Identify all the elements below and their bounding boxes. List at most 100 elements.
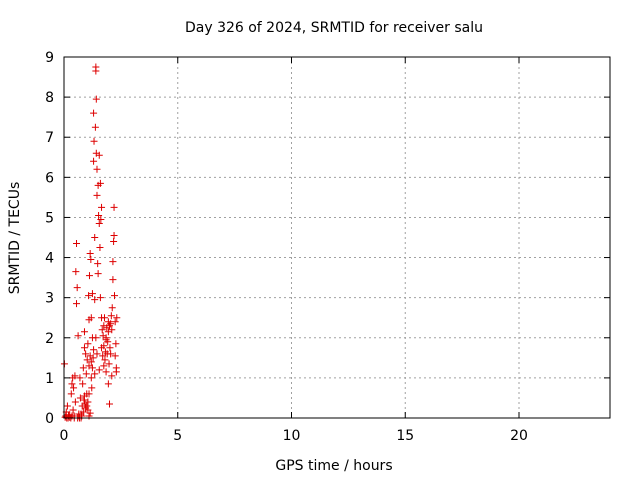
data-point: [71, 398, 79, 406]
data-point: [85, 390, 93, 398]
data-point: [79, 380, 87, 388]
data-point: [88, 290, 96, 298]
data-point: [86, 409, 94, 417]
data-point: [109, 258, 117, 266]
data-point: [111, 318, 119, 326]
data-point: [84, 340, 92, 348]
data-point: [94, 260, 102, 268]
data-point: [109, 276, 117, 284]
data-point: [76, 394, 84, 402]
data-point: [107, 312, 115, 320]
x-tick-label: 5: [173, 428, 182, 444]
data-point: [87, 358, 95, 366]
data-point: [100, 314, 108, 322]
data-point: [110, 203, 118, 211]
data-point: [67, 390, 75, 398]
data-point: [90, 346, 98, 354]
data-point: [94, 270, 102, 278]
data-point: [104, 380, 112, 388]
x-axis-label: GPS time / hours: [275, 458, 392, 474]
x-tick-label: 0: [60, 428, 69, 444]
data-point: [111, 352, 119, 360]
data-point: [92, 334, 100, 342]
data-point: [113, 314, 121, 322]
data-point: [90, 157, 98, 165]
chart-title: Day 326 of 2024, SRMTID for receiver sal…: [185, 20, 483, 36]
data-point: [102, 368, 110, 376]
data-point: [110, 238, 118, 246]
y-tick-label: 2: [45, 331, 54, 347]
data-point: [80, 392, 88, 400]
data-point: [95, 219, 103, 227]
data-point: [93, 165, 101, 173]
x-tick-labels: 0 5 10 15 20: [60, 428, 528, 444]
data-point: [87, 314, 95, 322]
data-point: [95, 151, 103, 159]
data-point: [108, 304, 116, 312]
y-tick-label: 6: [45, 170, 54, 186]
data-point: [91, 123, 99, 131]
data-point: [82, 370, 90, 378]
data-point: [86, 250, 94, 258]
data-points: [60, 63, 121, 422]
data-point: [92, 95, 100, 103]
data-point: [101, 356, 109, 364]
data-point: [112, 368, 120, 376]
data-point: [104, 318, 112, 326]
data-point: [66, 413, 74, 421]
data-point: [72, 268, 80, 276]
grid-lines: [64, 57, 610, 418]
data-point: [92, 63, 100, 71]
data-point: [91, 296, 99, 304]
y-tick-label: 9: [45, 50, 54, 66]
data-point: [107, 350, 115, 358]
data-point: [90, 109, 98, 117]
data-point: [91, 370, 99, 378]
data-point: [82, 350, 90, 358]
data-point: [85, 272, 93, 280]
data-point: [112, 340, 120, 348]
axis-ticks: [63, 56, 610, 419]
data-point: [111, 292, 119, 300]
data-point: [97, 215, 105, 223]
y-tick-label: 1: [45, 371, 54, 387]
data-point: [70, 384, 78, 392]
y-tick-label: 5: [45, 210, 54, 226]
data-point: [104, 338, 112, 346]
data-point: [98, 344, 106, 352]
data-point: [85, 292, 93, 300]
data-point: [63, 402, 71, 410]
data-point: [106, 400, 113, 408]
data-point: [108, 326, 116, 334]
y-tick-label: 3: [45, 291, 54, 307]
data-point: [84, 398, 92, 406]
y-tick-label: 4: [45, 251, 54, 267]
data-point: [95, 366, 103, 374]
data-point: [90, 137, 98, 145]
data-point: [98, 326, 106, 334]
data-point: [88, 384, 96, 392]
data-point: [79, 364, 87, 372]
plot-frame: [63, 56, 611, 419]
data-point: [76, 374, 84, 382]
data-point: [98, 203, 106, 211]
data-point: [96, 244, 104, 252]
data-point: [91, 234, 99, 241]
data-point: [68, 380, 76, 388]
data-point: [106, 344, 114, 352]
data-point: [82, 404, 90, 412]
y-tick-label: 7: [45, 130, 54, 146]
data-point: [83, 356, 91, 364]
data-point: [93, 350, 101, 358]
data-point: [88, 364, 96, 372]
data-point: [87, 256, 95, 264]
x-tick-label: 15: [396, 428, 414, 444]
data-point: [96, 179, 104, 187]
data-point: [95, 211, 103, 219]
y-tick-label: 0: [45, 411, 54, 427]
data-point: [80, 344, 88, 352]
y-tick-labels: 0 1 2 3 4 5 6 7 8 9: [45, 50, 54, 427]
data-point: [105, 360, 113, 368]
data-point: [93, 191, 101, 199]
